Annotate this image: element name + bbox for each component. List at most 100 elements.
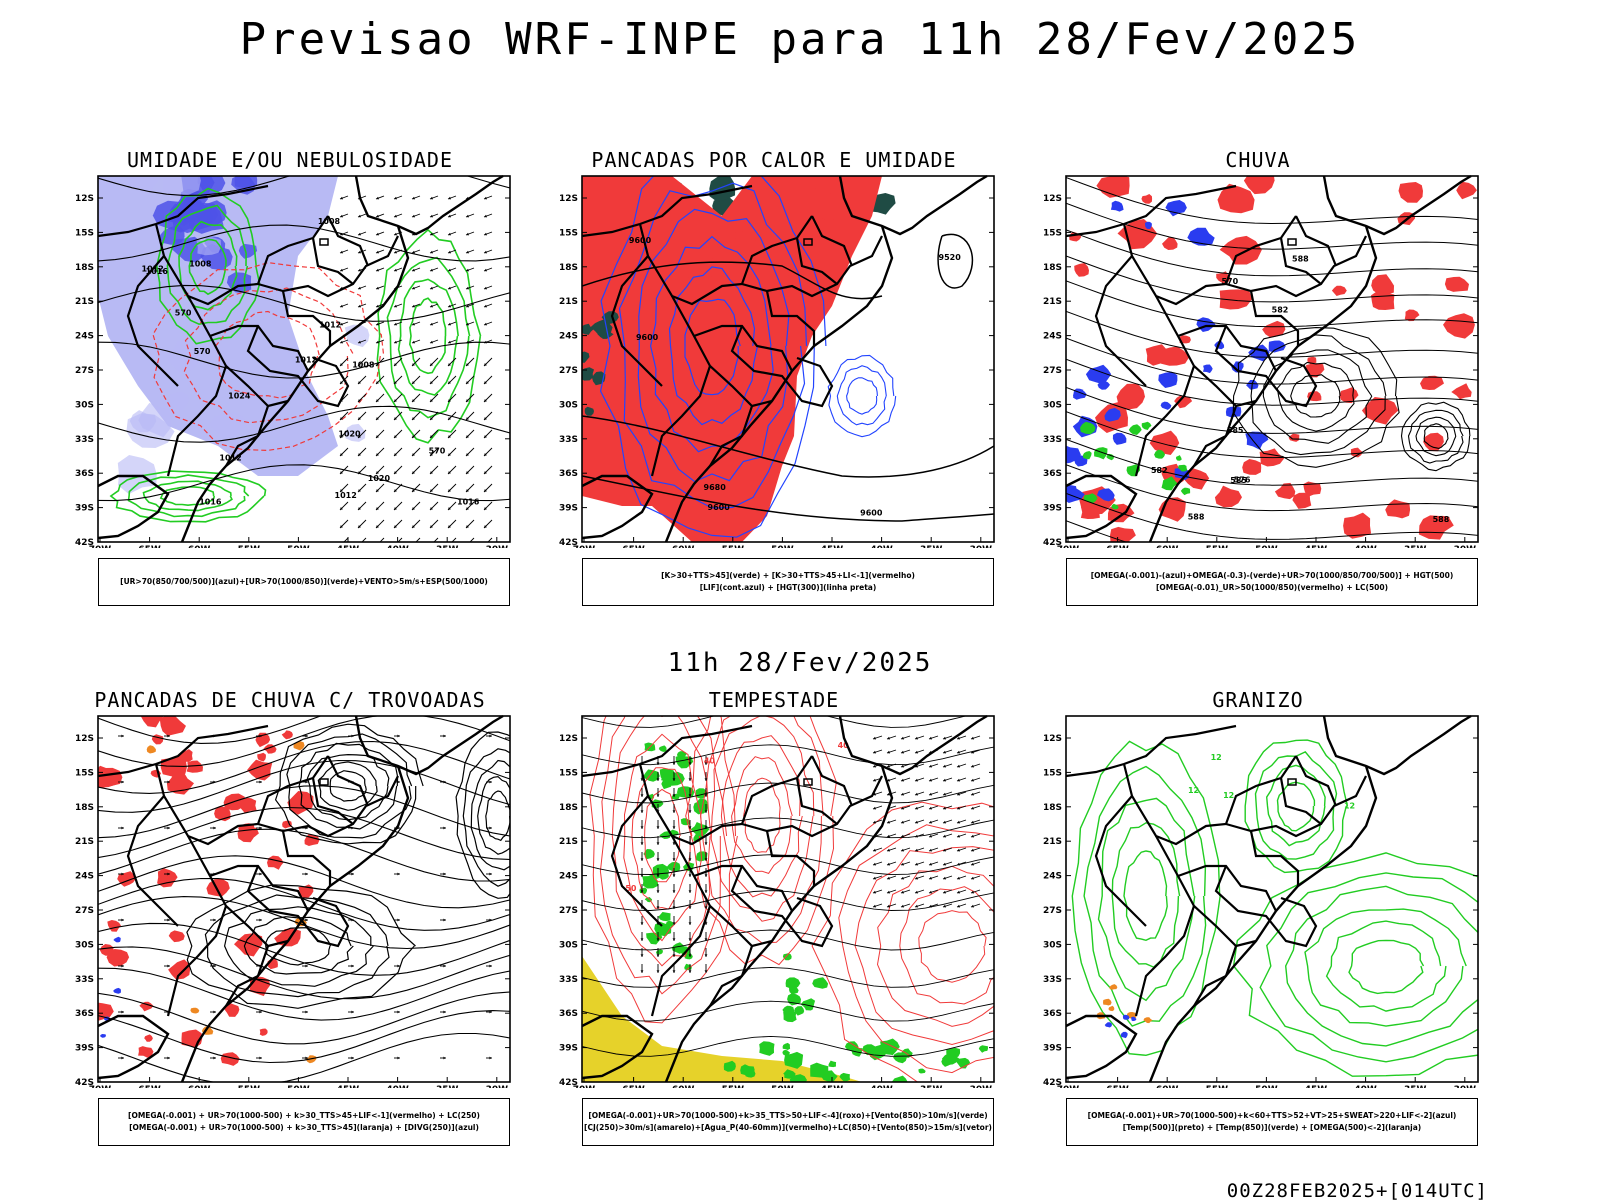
contour-line	[1097, 797, 1196, 1002]
wind-arrowhead	[358, 489, 361, 492]
shaded-area	[1423, 432, 1444, 452]
legend-line: [CJ(250)>30m/s](amarelo)+[Agua_P(40-60mm…	[584, 1123, 992, 1132]
contour-line	[386, 256, 471, 419]
contour-line	[684, 298, 741, 396]
streamline	[98, 991, 510, 1045]
shaded-area	[1122, 1014, 1130, 1020]
wind-arrowhead	[376, 196, 379, 200]
wind-arrowhead	[901, 736, 904, 740]
coastline	[354, 714, 504, 776]
wind-vector	[487, 537, 493, 542]
wind-arrowhead	[430, 435, 433, 438]
wind-arrowhead	[259, 734, 262, 738]
contour-label: 50	[625, 884, 637, 893]
wind-arrowhead	[915, 904, 918, 908]
wind-arrowhead	[358, 304, 361, 308]
lake	[1287, 238, 1297, 246]
wind-arrowhead	[448, 196, 451, 200]
country-border	[730, 865, 834, 948]
contour-line	[1232, 327, 1400, 468]
legend-line: [OMEGA(-0.001)+UR>70(1000-500)+k>35_TTS>…	[588, 1111, 988, 1120]
wind-arrowhead	[340, 363, 343, 366]
wind-arrowhead	[704, 906, 708, 909]
wind-arrowhead	[704, 842, 708, 845]
wind-arrowhead	[901, 876, 904, 880]
shaded-area	[144, 1034, 153, 1042]
streamline	[582, 966, 994, 988]
lon-label: 45W	[337, 545, 360, 548]
wind-arrowhead	[430, 232, 433, 236]
wind-arrowhead	[358, 417, 361, 420]
lat-label: 18S	[559, 803, 578, 813]
wind-arrowhead	[672, 810, 676, 813]
lat-label: 12S	[1043, 734, 1062, 744]
country-border	[257, 235, 399, 298]
wind-arrowhead	[430, 471, 433, 474]
wind-arrowhead	[943, 750, 946, 754]
wind-arrowhead	[412, 214, 415, 218]
streamline	[582, 782, 994, 804]
wind-arrowhead	[873, 862, 876, 866]
lon-label: 65W	[138, 1085, 161, 1088]
wind-arrowhead	[376, 250, 379, 254]
wind-arrowhead	[704, 778, 708, 781]
lon-label: 35W	[1404, 545, 1427, 548]
lon-label: 35W	[436, 1085, 459, 1088]
streamline	[582, 744, 994, 766]
legend-box: [OMEGA(-0.001)+UR>70(1000-500)+k<60+TTS>…	[1066, 1098, 1478, 1146]
wind-arrowhead	[704, 874, 708, 877]
wind-arrowhead	[688, 874, 692, 877]
country-border	[1249, 290, 1300, 346]
lat-label: 18S	[1043, 803, 1062, 813]
wind-arrowhead	[394, 435, 397, 438]
coastline-and-borders	[97, 714, 504, 1083]
shaded-area	[1361, 397, 1399, 425]
coastline	[581, 1014, 654, 1080]
wind-arrowhead	[929, 904, 932, 908]
wind-arrowhead	[901, 862, 904, 866]
wind-arrowhead	[430, 417, 433, 420]
wind-arrowhead	[448, 471, 451, 474]
wind-arrowhead	[394, 381, 397, 384]
wind-arrowhead	[167, 918, 170, 922]
legend-line: [OMEGA(-0.001)+UR>70(1000-500)+k<60+TTS>…	[1087, 1111, 1457, 1120]
lon-label: 55W	[722, 545, 745, 548]
contour-label: 1008	[318, 217, 341, 226]
shaded-area	[782, 1049, 791, 1056]
streamline	[582, 1000, 994, 1022]
legend-line: [UR>70(850/700/500)](azul)+[UR>70(1000/8…	[120, 577, 488, 586]
wind-arrowhead	[672, 938, 676, 941]
lat-label: 33S	[1043, 435, 1062, 445]
wind-arrowhead	[466, 453, 469, 456]
country-border	[795, 237, 838, 285]
wind-vector	[451, 537, 457, 542]
contour-line	[1123, 850, 1168, 942]
lat-label: 33S	[75, 435, 94, 445]
legend-line: [OMEGA(-0.001) + UR>70(1000-500) + k>30_…	[128, 1111, 480, 1120]
shaded-area	[782, 1042, 791, 1050]
wind-arrowhead	[376, 471, 379, 474]
wind-arrowhead	[448, 525, 451, 528]
shaded-area	[1097, 488, 1115, 502]
wind-arrowhead	[873, 806, 876, 810]
shaded-area	[1343, 512, 1372, 539]
shaded-area	[1306, 363, 1325, 378]
shaded-area	[1268, 340, 1286, 353]
contour-label: 12	[1211, 753, 1222, 762]
wind-arrowhead	[358, 268, 361, 272]
country-border	[97, 724, 269, 778]
lat-label: 36S	[1043, 1009, 1062, 1019]
contour-line	[731, 756, 793, 874]
shaded-area	[1144, 221, 1152, 229]
wind-arrowhead	[121, 1056, 124, 1060]
wind-arrowhead	[397, 734, 400, 738]
wind-arrowhead	[901, 750, 904, 754]
country-border	[166, 905, 228, 1017]
shaded-area	[956, 1057, 971, 1069]
country-border	[1214, 865, 1318, 948]
wind-arrowhead	[484, 525, 487, 528]
wind-arrowhead	[901, 820, 904, 824]
shaded-area	[1242, 459, 1262, 475]
country-border	[638, 755, 813, 846]
streamline	[98, 806, 510, 861]
